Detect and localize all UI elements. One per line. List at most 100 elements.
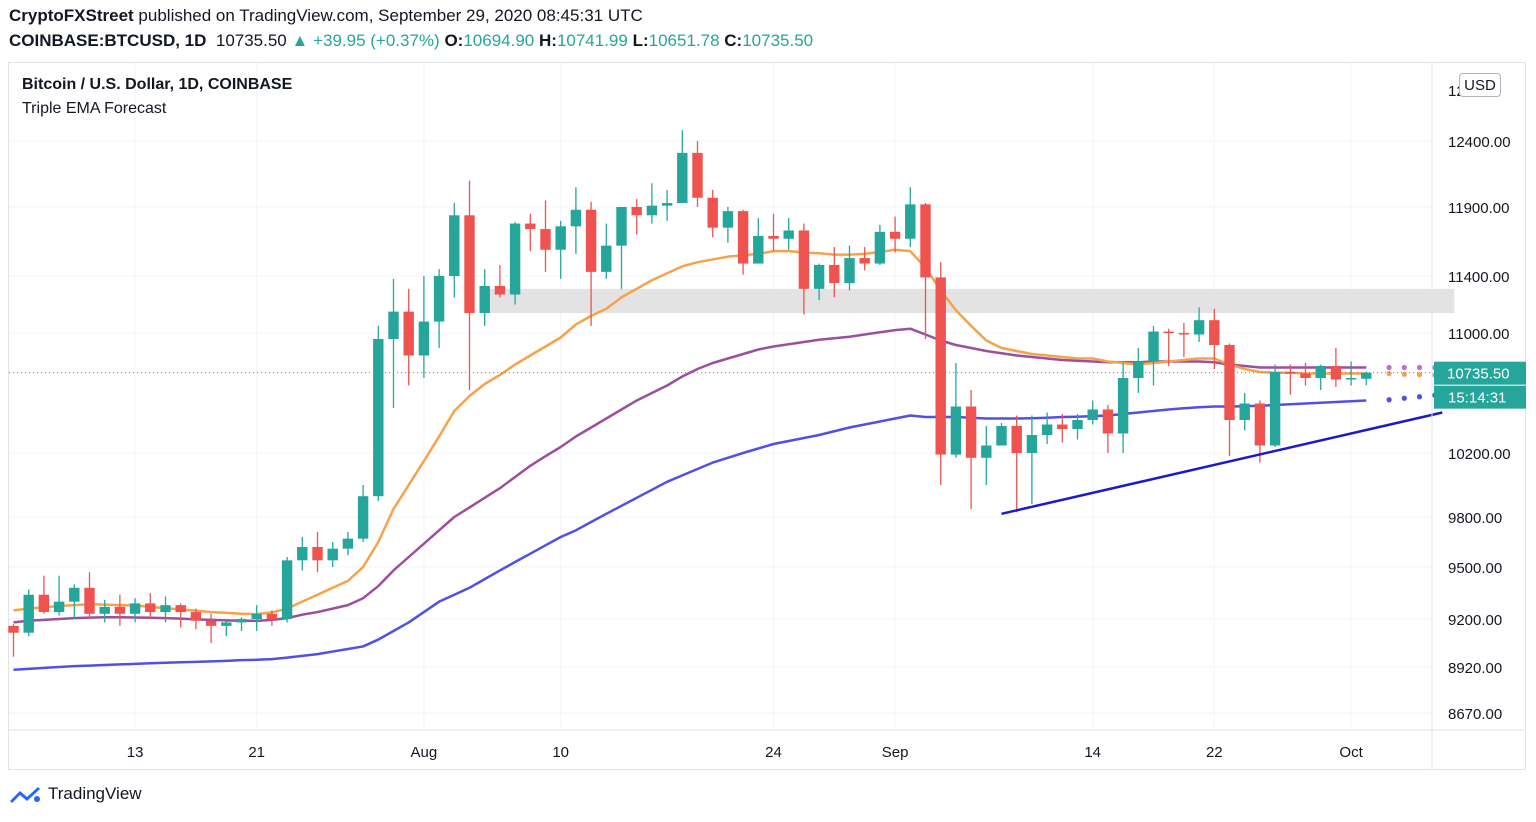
candle bbox=[981, 426, 992, 485]
candle-body bbox=[920, 204, 931, 278]
candle-body bbox=[1026, 435, 1038, 453]
footer: TradingView bbox=[8, 784, 142, 804]
candle bbox=[935, 262, 946, 485]
candle bbox=[1148, 325, 1159, 386]
footer-brand[interactable]: TradingView bbox=[48, 784, 142, 803]
candle-body bbox=[312, 547, 323, 561]
candle bbox=[8, 624, 19, 657]
candle bbox=[783, 218, 794, 250]
candle bbox=[1315, 364, 1326, 390]
change-arrow-icon: ▲ bbox=[291, 31, 309, 50]
candle bbox=[494, 264, 506, 298]
candle bbox=[69, 584, 80, 619]
candle bbox=[661, 189, 673, 221]
candle bbox=[53, 575, 65, 616]
candle-body bbox=[8, 625, 19, 633]
candle-body bbox=[874, 231, 886, 264]
candle-body bbox=[494, 285, 506, 295]
axes: 8670.00 8920.00 9200.00 9500.00 9800.00 10200… bbox=[9, 63, 1525, 769]
candle-body bbox=[509, 223, 521, 295]
candle-body bbox=[1209, 320, 1220, 345]
candle-body bbox=[449, 215, 460, 276]
resistance-zone-rect bbox=[484, 288, 1455, 314]
candle-body bbox=[1011, 426, 1022, 453]
candle bbox=[464, 180, 475, 390]
candle bbox=[798, 223, 810, 315]
candle bbox=[342, 532, 354, 556]
candle bbox=[388, 278, 399, 408]
y-tick-label: 11400.00 bbox=[1448, 269, 1509, 286]
last-price-badge bbox=[1434, 361, 1526, 385]
countdown-label: 15:14:31 bbox=[1448, 390, 1506, 407]
candle-body bbox=[646, 205, 658, 216]
candle-body bbox=[525, 223, 536, 230]
candle-body bbox=[1178, 333, 1190, 335]
candle bbox=[1026, 415, 1038, 505]
candle-body bbox=[53, 601, 65, 613]
candle-body bbox=[1330, 366, 1342, 380]
candle-body bbox=[69, 587, 80, 602]
candle bbox=[509, 222, 521, 305]
candle bbox=[829, 247, 840, 298]
candle-body bbox=[388, 311, 399, 339]
y-tick-label: 12400.00 bbox=[1448, 134, 1511, 151]
candle-body bbox=[1072, 420, 1083, 429]
forecast-slow-dot bbox=[1416, 394, 1423, 400]
candle bbox=[585, 201, 597, 326]
candle-body bbox=[23, 594, 34, 633]
last-price-text: 10735.50 bbox=[215, 31, 287, 50]
candle bbox=[677, 130, 688, 204]
candle bbox=[418, 276, 430, 378]
candle bbox=[1102, 405, 1114, 453]
candle bbox=[1224, 343, 1235, 457]
currency-button[interactable]: USD bbox=[1459, 73, 1501, 97]
candle-body bbox=[829, 264, 840, 284]
candle-body bbox=[357, 496, 369, 539]
x-tick-label: Sep bbox=[882, 744, 909, 761]
candle bbox=[1345, 361, 1357, 386]
candle-body bbox=[373, 339, 384, 497]
candle bbox=[84, 572, 95, 619]
candle bbox=[327, 542, 338, 567]
candle bbox=[160, 596, 171, 623]
candle-body bbox=[996, 426, 1007, 446]
x-tick-label: 22 bbox=[1206, 744, 1223, 761]
candle-body bbox=[585, 209, 597, 272]
candle bbox=[373, 325, 384, 501]
candle-body bbox=[965, 406, 977, 458]
forecast-mid-dot bbox=[1386, 364, 1392, 371]
candle bbox=[950, 363, 962, 458]
candle-body bbox=[327, 548, 338, 561]
candle-body bbox=[1254, 403, 1266, 446]
symbol-info: COINBASE:BTCUSD, 1D 10735.50 ▲ +39.95 (+… bbox=[9, 31, 813, 51]
candle bbox=[38, 575, 50, 614]
y-tick-label: 9800.00 bbox=[1448, 510, 1502, 527]
candle bbox=[525, 213, 536, 252]
candle bbox=[570, 187, 582, 254]
grid-lines bbox=[9, 63, 1432, 730]
countdown-badge bbox=[1434, 385, 1526, 409]
candle-body bbox=[145, 603, 156, 613]
resistance-zone bbox=[484, 288, 1455, 314]
candle-body bbox=[297, 547, 308, 561]
candle-body bbox=[1269, 372, 1281, 446]
close-value: 10735.50 bbox=[742, 31, 814, 50]
candle bbox=[205, 613, 217, 643]
high-value: 10741.99 bbox=[556, 31, 628, 50]
candle-body bbox=[418, 321, 430, 356]
candle-body bbox=[844, 258, 855, 284]
candle-body bbox=[1345, 378, 1357, 380]
candle bbox=[616, 207, 627, 289]
x-tick-label: 14 bbox=[1084, 744, 1101, 761]
candle bbox=[1178, 323, 1190, 357]
candle-body bbox=[889, 231, 901, 239]
candle bbox=[920, 203, 931, 339]
forecast-mid-dot bbox=[1416, 364, 1423, 371]
x-tick-label: 10 bbox=[552, 744, 569, 761]
tradingview-logo-icon[interactable] bbox=[8, 784, 42, 804]
candle-body bbox=[935, 277, 946, 455]
candle-body bbox=[692, 152, 703, 198]
candles bbox=[8, 130, 1372, 657]
candle-body bbox=[1224, 345, 1235, 420]
